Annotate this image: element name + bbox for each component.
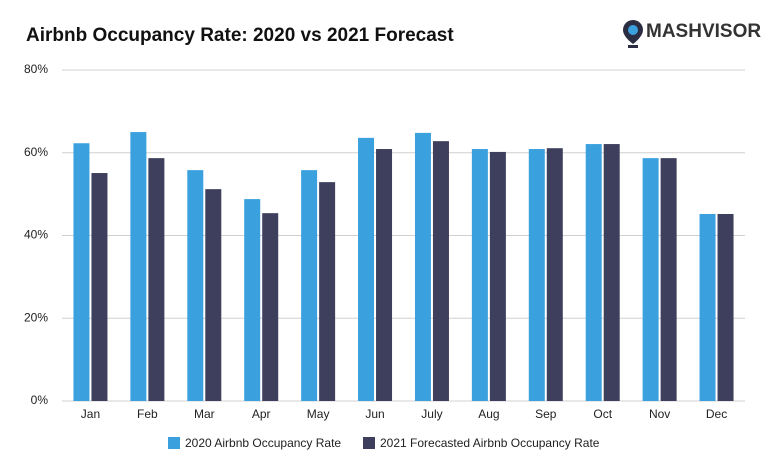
bar <box>262 213 279 401</box>
bar <box>585 144 602 401</box>
bar <box>414 132 431 401</box>
bar <box>301 170 318 401</box>
y-tick-label: 40% <box>24 228 48 242</box>
bar <box>489 151 506 401</box>
bar <box>471 149 488 401</box>
x-tick-label: Dec <box>706 407 727 421</box>
bar <box>319 182 336 401</box>
y-tick-label: 0% <box>31 393 49 407</box>
chart-title: Airbnb Occupancy Rate: 2020 vs 2021 Fore… <box>26 25 454 46</box>
bar <box>546 148 563 401</box>
logo-icon <box>623 20 643 48</box>
x-tick-label: Jan <box>81 407 100 421</box>
legend-swatch <box>168 437 180 449</box>
legend-label: 2021 Forecasted Airbnb Occupancy Rate <box>380 436 600 450</box>
bar <box>358 137 375 402</box>
x-tick-label: Jun <box>365 407 384 421</box>
legend-label: 2020 Airbnb Occupancy Rate <box>185 436 341 450</box>
bar <box>717 213 734 401</box>
bar <box>205 189 222 401</box>
x-tick-label: Sep <box>535 407 557 421</box>
x-tick-label: Apr <box>252 407 271 421</box>
x-tick-label: Aug <box>478 407 499 421</box>
y-tick-label: 80% <box>24 62 48 76</box>
bar <box>603 144 620 401</box>
x-tick-label: Feb <box>137 407 158 421</box>
y-tick-label: 60% <box>24 145 48 159</box>
logo-text: MASHVISOR <box>646 21 761 42</box>
y-tick-label: 20% <box>24 310 48 324</box>
bar <box>244 199 261 401</box>
bar <box>642 158 659 401</box>
x-tick-label: July <box>421 407 442 421</box>
bar <box>528 149 545 401</box>
bar <box>91 173 108 401</box>
bar <box>432 141 449 402</box>
x-tick-label: Nov <box>649 407 670 421</box>
bar <box>376 149 393 401</box>
x-tick-label: May <box>307 407 330 421</box>
bar <box>187 170 204 401</box>
bar <box>73 143 90 401</box>
legend-swatch <box>363 437 375 449</box>
x-tick-label: Mar <box>194 407 215 421</box>
bar <box>130 132 147 401</box>
bar <box>699 213 716 401</box>
bar <box>148 158 165 401</box>
x-tick-label: Oct <box>593 407 612 421</box>
bar <box>660 158 677 401</box>
